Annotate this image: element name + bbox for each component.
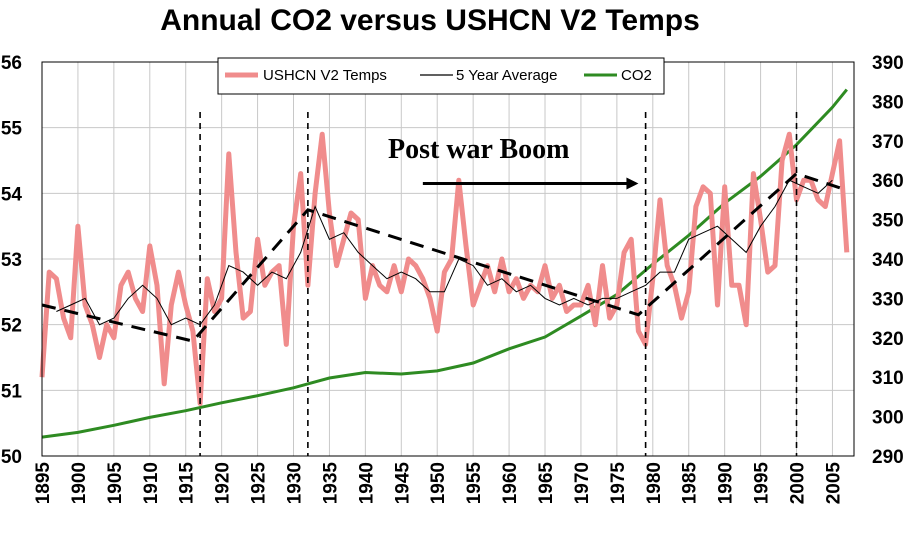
legend-label-co2: CO2 bbox=[621, 67, 652, 84]
right-tick-label-9: 380 bbox=[872, 92, 904, 113]
chart-title: Annual CO2 versus USHCN V2 Temps bbox=[160, 4, 700, 37]
x-tick-label-0: 1895 bbox=[33, 462, 54, 505]
x-tick-label-22: 2005 bbox=[823, 462, 844, 505]
x-tick-label-6: 1925 bbox=[249, 462, 270, 505]
legend-label-five-year-average: 5 Year Average bbox=[456, 67, 557, 84]
series-group bbox=[39, 88, 850, 439]
x-tick-label-16: 1975 bbox=[608, 462, 629, 505]
co2-series-line bbox=[41, 88, 848, 439]
annotation-arrow-head bbox=[626, 177, 639, 190]
vertical-marker-lines bbox=[199, 112, 798, 456]
trend-lines bbox=[41, 171, 848, 343]
left-tick-label-0: 50 bbox=[1, 447, 22, 468]
trend-line-0 bbox=[41, 171, 848, 343]
left-tick-label-1: 51 bbox=[1, 381, 23, 402]
x-tick-label-11: 1950 bbox=[428, 462, 449, 504]
left-tick-label-2: 52 bbox=[1, 316, 22, 337]
right-tick-label-8: 370 bbox=[872, 132, 904, 153]
x-tick-label-4: 1915 bbox=[177, 462, 198, 505]
x-tick-label-18: 1985 bbox=[680, 462, 701, 505]
x-tick-label-10: 1945 bbox=[392, 462, 413, 505]
left-tick-label-6: 56 bbox=[1, 53, 22, 74]
axes: 50 51 52 53 54 55 56 290 300 310 320 330 340 350 360 37… bbox=[1, 53, 904, 504]
right-tick-label-2: 310 bbox=[872, 368, 904, 389]
left-tick-label-4: 54 bbox=[1, 184, 23, 205]
x-tick-label-5: 1920 bbox=[213, 462, 234, 504]
x-tick-label-19: 1990 bbox=[716, 462, 737, 504]
right-tick-label-5: 340 bbox=[872, 250, 904, 271]
right-tick-label-7: 360 bbox=[872, 171, 904, 192]
x-tick-label-9: 1940 bbox=[356, 462, 377, 504]
left-tick-label-5: 55 bbox=[1, 119, 23, 140]
right-tick-label-1: 300 bbox=[872, 408, 904, 429]
legend-box bbox=[217, 57, 665, 95]
annotation-text: Post war Boom bbox=[388, 134, 569, 165]
left-tick-label-3: 53 bbox=[1, 250, 22, 271]
x-tick-label-13: 1960 bbox=[500, 462, 521, 504]
x-tick-label-20: 1995 bbox=[752, 462, 773, 505]
x-tick-label-8: 1935 bbox=[320, 462, 341, 505]
x-tick-label-7: 1930 bbox=[285, 462, 306, 504]
x-tick-label-2: 1905 bbox=[105, 462, 126, 505]
right-tick-label-4: 330 bbox=[872, 289, 904, 310]
right-tick-label-0: 290 bbox=[872, 447, 904, 468]
x-tick-label-15: 1970 bbox=[572, 462, 593, 504]
legend: USHCN V2 Temps 5 Year Average CO2 bbox=[217, 57, 665, 95]
x-tick-label-3: 1910 bbox=[141, 462, 162, 504]
right-tick-label-3: 320 bbox=[872, 329, 904, 350]
right-tick-label-10: 390 bbox=[872, 53, 904, 74]
annotation: Post war Boom bbox=[388, 134, 639, 190]
x-tick-label-12: 1955 bbox=[464, 462, 485, 505]
x-tick-label-21: 2000 bbox=[788, 462, 809, 504]
five-year-average-series-line bbox=[56, 179, 833, 326]
x-tick-label-14: 1965 bbox=[536, 462, 557, 505]
right-tick-label-6: 350 bbox=[872, 211, 904, 232]
x-tick-label-1: 1900 bbox=[69, 462, 90, 504]
legend-label-ushcn-temps: USHCN V2 Temps bbox=[263, 67, 387, 84]
ushcn-temps-series-line bbox=[39, 131, 850, 406]
x-tick-label-17: 1980 bbox=[644, 462, 665, 504]
